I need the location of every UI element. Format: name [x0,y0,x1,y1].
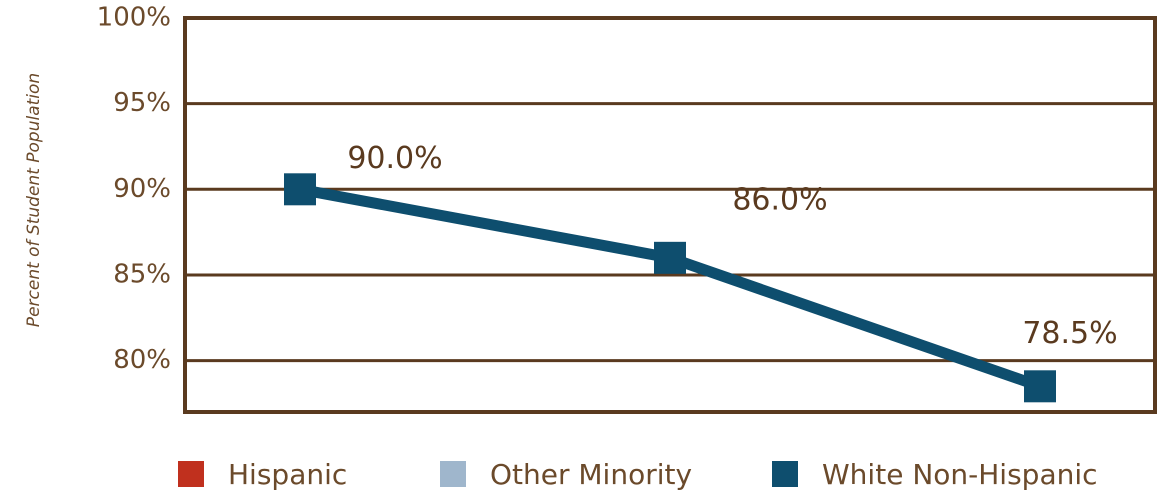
legend-swatch [440,461,466,487]
point-marker [284,173,316,206]
y-tick-label: 95% [113,88,171,118]
y-tick-label: 85% [113,259,171,289]
point-marker [1024,370,1056,403]
y-tick-label: 100% [97,3,171,33]
point-marker [654,241,686,274]
data-label: 90.0% [347,141,442,176]
data-label: 86.0% [732,182,827,217]
legend-label: Hispanic [228,458,347,491]
data-label: 78.5% [1022,316,1117,351]
y-tick-label: 80% [113,345,171,375]
series-line [298,183,1042,392]
legend-swatch [178,461,204,487]
y-tick-label: 90% [113,174,171,204]
plot-frame [183,16,1157,414]
legend-label: Other Minority [490,458,692,491]
y-axis-title: Percent of Student Population [24,73,44,327]
legend-swatch [772,461,798,487]
legend-label: White Non-Hispanic [822,458,1098,491]
